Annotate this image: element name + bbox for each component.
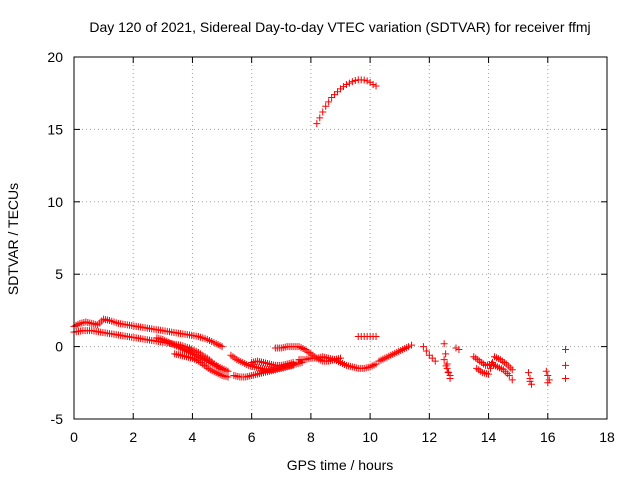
data-point [372,82,380,90]
data-point [408,341,416,349]
y-axis-label: SDTVAR / TECUs [5,183,21,295]
y-tick-label: 5 [55,266,63,282]
data-point [487,364,495,372]
x-axis-ticks: 0 2 4 6 8 10 12 14 16 18 [70,57,615,445]
data-point [316,114,324,122]
data-point [342,81,350,89]
data-point [562,361,570,369]
data-point [405,343,413,351]
data-point [525,369,533,377]
data-point [452,344,460,352]
data-point [422,347,430,355]
data-point [348,78,356,86]
data-point [440,356,448,364]
series-arc-valley-c [248,357,297,369]
data-point [440,340,448,348]
data-point [325,98,333,106]
series-arc-14h-b [473,353,516,378]
data-point [455,345,463,353]
data-points [70,76,570,388]
data-point [334,88,342,96]
data-point [322,102,330,110]
series-arc-12.6h [440,340,454,382]
data-point [218,343,226,351]
data-point [331,91,339,99]
data-point [313,120,321,128]
series-arc-rising [375,341,416,365]
x-tick-label: 18 [599,429,615,445]
data-point [428,354,436,362]
series-arc-16.6h [562,345,570,382]
series-arc-mid-a [153,334,232,375]
data-point [545,376,553,384]
data-point [298,359,306,367]
data-point [369,81,377,89]
data-point [372,360,380,368]
x-tick-label: 8 [307,429,315,445]
data-point [345,79,353,87]
data-point [372,332,380,340]
series-arc-main-upper [70,315,226,351]
x-tick-label: 0 [70,429,78,445]
x-tick-label: 10 [362,429,378,445]
x-tick-label: 6 [248,429,256,445]
data-point [505,372,513,380]
y-axis-ticks: -5 0 5 10 15 20 [47,49,607,427]
data-point [562,345,570,353]
data-point [526,377,534,385]
data-point [224,373,232,381]
series-arc-mid-b [171,350,232,381]
data-point [544,379,552,387]
y-tick-label: 20 [47,49,63,65]
data-point [360,76,368,84]
data-point [289,359,297,367]
y-tick-label: 0 [55,339,63,355]
series-arc-short-plateau [354,332,380,340]
series-arc-flat [295,353,380,372]
series-arc-high [313,76,380,128]
data-point [544,372,552,380]
data-point [485,370,493,378]
data-point [419,343,427,351]
plot-frame [73,56,608,420]
data-point [562,374,570,382]
data-point [527,380,535,388]
series-arc-15.4h [525,369,535,388]
data-point [363,77,371,85]
x-tick-label: 4 [189,429,197,445]
data-point [508,366,516,374]
y-tick-label: 15 [47,121,63,137]
data-point [319,108,327,116]
data-point [328,94,336,102]
data-point [489,359,497,367]
data-point [425,351,433,359]
data-point [442,350,450,358]
x-tick-label: 12 [422,429,438,445]
series-arc-12.9h [452,344,463,353]
chart-title: Day 120 of 2021, Sidereal Day-to-day VTE… [89,19,590,35]
data-point [351,76,359,84]
x-tick-label: 2 [129,429,137,445]
data-point [431,357,439,365]
x-tick-label: 14 [481,429,497,445]
grid-lines [74,57,607,419]
y-tick-label: 10 [47,194,63,210]
data-point [443,364,451,372]
y-tick-label: -5 [51,411,64,427]
series-arc-16h [542,367,553,387]
x-tick-label: 16 [540,429,556,445]
data-point [542,367,550,375]
series-arc-14h [470,353,516,384]
data-point [508,376,516,384]
series-arc-12h [419,343,439,365]
data-point [446,372,454,380]
x-axis-label: GPS time / hours [287,457,394,473]
